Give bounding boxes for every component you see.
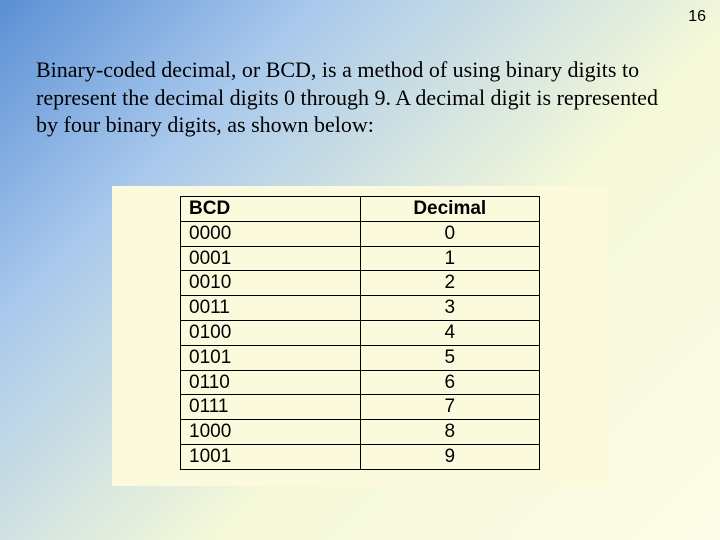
table-row: 1000 8 — [181, 420, 540, 445]
bcd-table: BCD Decimal 0000 0 0001 1 0010 2 0 — [180, 196, 540, 470]
header-decimal: Decimal — [360, 197, 540, 222]
table-body: 0000 0 0001 1 0010 2 0011 3 0100 4 — [181, 221, 540, 469]
cell-bcd: 0010 — [181, 271, 361, 296]
table-header-row: BCD Decimal — [181, 197, 540, 222]
cell-decimal: 6 — [360, 370, 540, 395]
table-row: 0000 0 — [181, 221, 540, 246]
cell-bcd: 0110 — [181, 370, 361, 395]
table-row: 0100 4 — [181, 320, 540, 345]
table-row: 0101 5 — [181, 345, 540, 370]
cell-bcd: 0111 — [181, 395, 361, 420]
table-row: 0110 6 — [181, 370, 540, 395]
body-text: Binary-coded decimal, or BCD, is a metho… — [36, 56, 676, 139]
cell-bcd: 1001 — [181, 444, 361, 469]
bcd-table-container: BCD Decimal 0000 0 0001 1 0010 2 0 — [112, 186, 608, 486]
cell-decimal: 0 — [360, 221, 540, 246]
header-bcd: BCD — [181, 197, 361, 222]
cell-bcd: 0100 — [181, 320, 361, 345]
table-row: 0001 1 — [181, 246, 540, 271]
table-row: 0010 2 — [181, 271, 540, 296]
cell-decimal: 1 — [360, 246, 540, 271]
page-number: 16 — [688, 8, 706, 26]
cell-decimal: 8 — [360, 420, 540, 445]
cell-bcd: 0001 — [181, 246, 361, 271]
table-row: 1001 9 — [181, 444, 540, 469]
cell-decimal: 9 — [360, 444, 540, 469]
cell-decimal: 7 — [360, 395, 540, 420]
cell-decimal: 4 — [360, 320, 540, 345]
cell-bcd: 1000 — [181, 420, 361, 445]
cell-bcd: 0011 — [181, 296, 361, 321]
cell-decimal: 2 — [360, 271, 540, 296]
slide: 16 Binary-coded decimal, or BCD, is a me… — [0, 0, 720, 540]
cell-decimal: 3 — [360, 296, 540, 321]
table-row: 0011 3 — [181, 296, 540, 321]
cell-decimal: 5 — [360, 345, 540, 370]
cell-bcd: 0000 — [181, 221, 361, 246]
cell-bcd: 0101 — [181, 345, 361, 370]
table-row: 0111 7 — [181, 395, 540, 420]
